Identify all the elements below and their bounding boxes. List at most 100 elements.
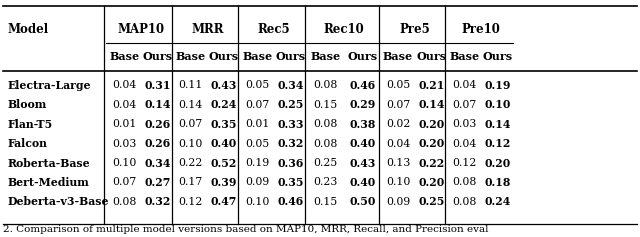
Text: 0.10: 0.10 <box>386 178 410 187</box>
Text: 0.19: 0.19 <box>484 80 511 91</box>
Text: 0.05: 0.05 <box>386 80 410 90</box>
Text: 0.43: 0.43 <box>211 80 237 91</box>
Text: 0.08: 0.08 <box>314 119 338 129</box>
Text: 0.07: 0.07 <box>452 100 477 110</box>
Text: MRR: MRR <box>191 23 223 36</box>
Text: 0.04: 0.04 <box>452 139 477 149</box>
Text: 0.36: 0.36 <box>277 158 304 169</box>
Text: 0.40: 0.40 <box>349 177 376 188</box>
Text: 0.13: 0.13 <box>386 158 410 168</box>
Text: 0.29: 0.29 <box>349 99 376 110</box>
Text: 2. Comparison of multiple model versions based on MAP10, MRR, Recall, and Precis: 2. Comparison of multiple model versions… <box>3 225 489 234</box>
Text: 0.50: 0.50 <box>349 196 376 207</box>
Text: 0.52: 0.52 <box>211 158 237 169</box>
Text: 0.31: 0.31 <box>144 80 171 91</box>
Text: 0.15: 0.15 <box>314 197 338 207</box>
Text: 0.14: 0.14 <box>484 119 511 130</box>
Text: 0.34: 0.34 <box>144 158 171 169</box>
Text: 0.17: 0.17 <box>179 178 203 187</box>
Text: 0.20: 0.20 <box>484 158 511 169</box>
Text: 0.26: 0.26 <box>144 138 171 149</box>
Text: 0.04: 0.04 <box>452 80 477 90</box>
Text: Flan-T5: Flan-T5 <box>8 119 53 130</box>
Text: MAP10: MAP10 <box>117 23 164 36</box>
Text: 0.39: 0.39 <box>211 177 237 188</box>
Text: Rec5: Rec5 <box>258 23 290 36</box>
Text: 0.43: 0.43 <box>349 158 376 169</box>
Text: 0.03: 0.03 <box>112 139 136 149</box>
Text: 0.10: 0.10 <box>245 197 269 207</box>
Text: Electra-Large: Electra-Large <box>8 80 91 91</box>
Text: Bert-Medium: Bert-Medium <box>8 177 90 188</box>
Text: Base: Base <box>175 51 206 62</box>
Text: 0.10: 0.10 <box>112 158 136 168</box>
Text: 0.12: 0.12 <box>179 197 203 207</box>
Text: 0.35: 0.35 <box>211 119 237 130</box>
Text: 0.09: 0.09 <box>245 178 269 187</box>
Text: 0.20: 0.20 <box>418 177 445 188</box>
Text: 0.08: 0.08 <box>314 139 338 149</box>
Text: 0.05: 0.05 <box>245 139 269 149</box>
Text: 0.02: 0.02 <box>386 119 410 129</box>
Text: Pre5: Pre5 <box>399 23 430 36</box>
Text: 0.20: 0.20 <box>418 119 445 130</box>
Text: 0.10: 0.10 <box>179 139 203 149</box>
Text: Falcon: Falcon <box>8 138 47 149</box>
Text: 0.26: 0.26 <box>144 119 171 130</box>
Text: Base: Base <box>310 51 341 62</box>
Text: 0.25: 0.25 <box>277 99 304 110</box>
Text: 0.08: 0.08 <box>452 197 477 207</box>
Text: 0.21: 0.21 <box>418 80 445 91</box>
Text: 0.01: 0.01 <box>112 119 136 129</box>
Text: 0.47: 0.47 <box>211 196 237 207</box>
Text: 0.07: 0.07 <box>112 178 136 187</box>
Text: 0.04: 0.04 <box>112 100 136 110</box>
Text: 0.25: 0.25 <box>418 196 445 207</box>
Text: Ours: Ours <box>142 51 173 62</box>
Text: 0.08: 0.08 <box>314 80 338 90</box>
Text: 0.15: 0.15 <box>314 100 338 110</box>
Text: Pre10: Pre10 <box>462 23 500 36</box>
Text: 0.35: 0.35 <box>277 177 304 188</box>
Text: Ours: Ours <box>348 51 378 62</box>
Text: 0.07: 0.07 <box>179 119 203 129</box>
Text: 0.33: 0.33 <box>277 119 304 130</box>
Text: Bloom: Bloom <box>8 99 47 110</box>
Text: 0.22: 0.22 <box>179 158 203 168</box>
Text: 0.08: 0.08 <box>112 197 136 207</box>
Text: 0.24: 0.24 <box>211 99 237 110</box>
Text: 0.03: 0.03 <box>452 119 477 129</box>
Text: Roberta-Base: Roberta-Base <box>8 158 90 169</box>
Text: 0.24: 0.24 <box>484 196 511 207</box>
Text: 0.04: 0.04 <box>112 80 136 90</box>
Text: 0.07: 0.07 <box>386 100 410 110</box>
Text: Base: Base <box>242 51 273 62</box>
Text: 0.05: 0.05 <box>245 80 269 90</box>
Text: 0.04: 0.04 <box>386 139 410 149</box>
Text: 0.14: 0.14 <box>144 99 171 110</box>
Text: Model: Model <box>8 23 49 36</box>
Text: 0.32: 0.32 <box>277 138 304 149</box>
Text: 0.34: 0.34 <box>277 80 304 91</box>
Text: 0.12: 0.12 <box>452 158 477 168</box>
Text: 0.22: 0.22 <box>418 158 445 169</box>
Text: 0.32: 0.32 <box>144 196 171 207</box>
Text: 0.18: 0.18 <box>484 177 511 188</box>
Text: 0.40: 0.40 <box>349 138 376 149</box>
Text: Rec10: Rec10 <box>324 23 365 36</box>
Text: Base: Base <box>383 51 413 62</box>
Text: 0.11: 0.11 <box>179 80 203 90</box>
Text: Ours: Ours <box>275 51 306 62</box>
Text: 0.46: 0.46 <box>349 80 376 91</box>
Text: 0.07: 0.07 <box>245 100 269 110</box>
Text: 0.20: 0.20 <box>418 138 445 149</box>
Text: 0.23: 0.23 <box>314 178 338 187</box>
Text: 0.14: 0.14 <box>179 100 203 110</box>
Text: 0.19: 0.19 <box>245 158 269 168</box>
Text: 0.14: 0.14 <box>418 99 445 110</box>
Text: 0.01: 0.01 <box>245 119 269 129</box>
Text: 0.25: 0.25 <box>314 158 338 168</box>
Text: Ours: Ours <box>416 51 447 62</box>
Text: 0.40: 0.40 <box>211 138 237 149</box>
Text: 0.27: 0.27 <box>144 177 171 188</box>
